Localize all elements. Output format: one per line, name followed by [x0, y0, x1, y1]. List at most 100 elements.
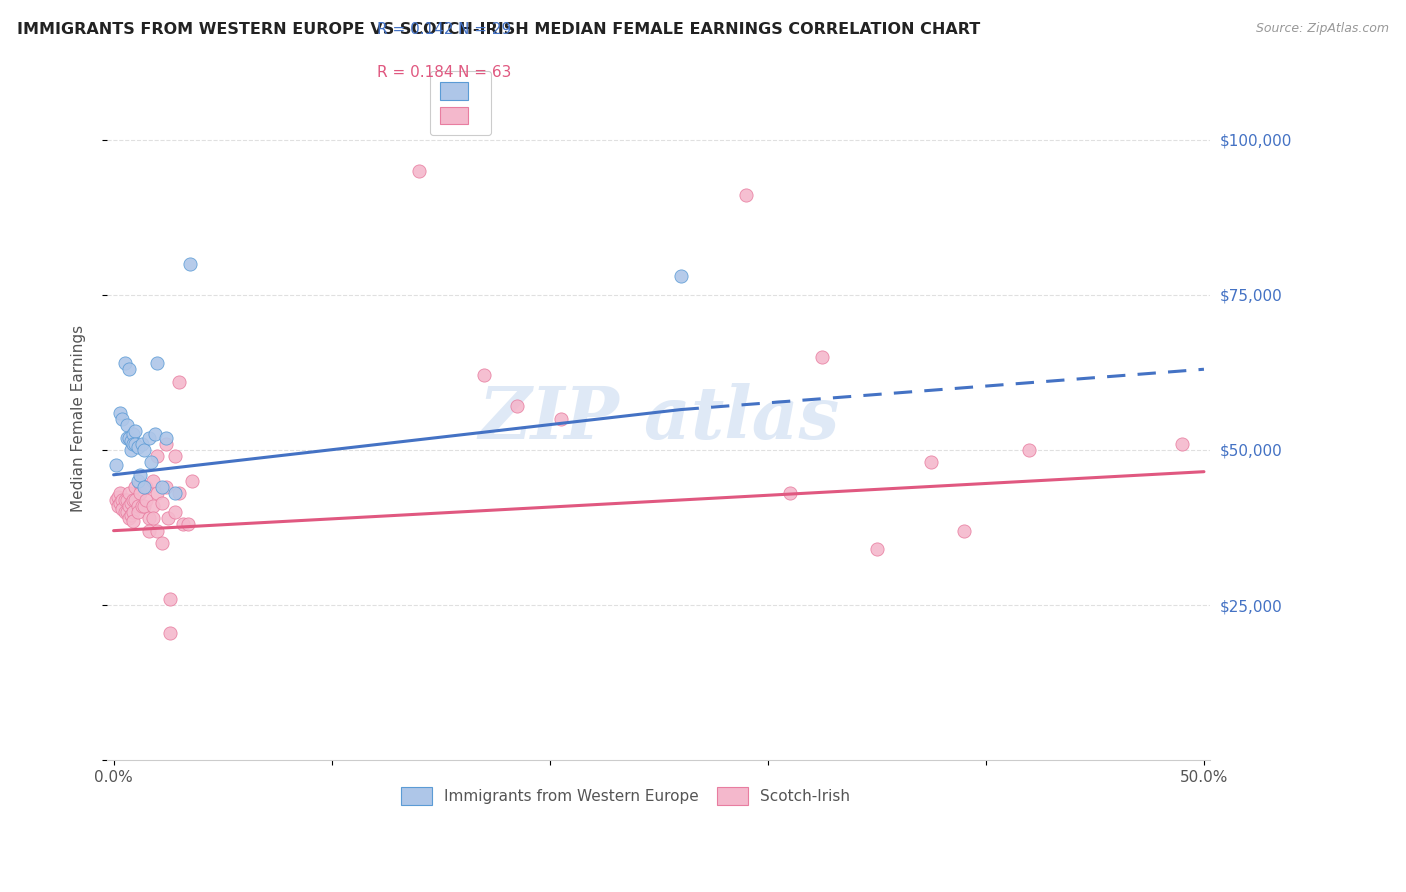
Point [163, 486, 186, 500]
Point [142, 511, 165, 525]
Point [131, 499, 153, 513]
Point [163, 449, 186, 463]
Point [779, 486, 801, 500]
Point [122, 514, 145, 528]
Point [107, 490, 129, 504]
Point [157, 511, 180, 525]
Text: ZIP atlas: ZIP atlas [478, 384, 839, 454]
Point [108, 406, 131, 420]
Point [953, 524, 976, 538]
Point [127, 499, 149, 513]
Point [127, 505, 149, 519]
Point [118, 431, 141, 445]
Point [134, 442, 156, 457]
Point [146, 486, 169, 500]
Point [111, 492, 134, 507]
Point [128, 486, 150, 500]
Point [150, 480, 173, 494]
Point [108, 486, 131, 500]
Point [122, 505, 145, 519]
Point [811, 350, 834, 364]
Point [146, 449, 169, 463]
Point [142, 474, 165, 488]
Point [472, 368, 495, 383]
Point [167, 375, 190, 389]
Point [122, 492, 145, 507]
Text: R = 0.184: R = 0.184 [377, 65, 453, 80]
Point [107, 499, 129, 513]
Point [122, 436, 145, 450]
Point [108, 496, 131, 510]
Point [115, 492, 138, 507]
Point [134, 480, 156, 494]
Point [118, 362, 141, 376]
Point [135, 492, 157, 507]
Point [120, 442, 142, 457]
Point [114, 356, 136, 370]
Point [138, 511, 160, 525]
Point [167, 486, 190, 500]
Point [115, 418, 138, 433]
Point [177, 517, 200, 532]
Point [118, 486, 141, 500]
Text: N = 29: N = 29 [458, 22, 512, 37]
Point [104, 492, 127, 507]
Point [155, 431, 177, 445]
Point [124, 480, 146, 494]
Point [114, 492, 136, 507]
Point [127, 474, 149, 488]
Point [143, 427, 166, 442]
Point [118, 511, 141, 525]
Point [172, 517, 194, 532]
Point [1171, 436, 1194, 450]
Point [128, 467, 150, 482]
Point [104, 458, 127, 473]
Point [128, 477, 150, 491]
Point [179, 257, 201, 271]
Text: Source: ZipAtlas.com: Source: ZipAtlas.com [1256, 22, 1389, 36]
Point [111, 412, 134, 426]
Point [115, 505, 138, 519]
Legend: Immigrants from Western Europe, Scotch-Irish: Immigrants from Western Europe, Scotch-I… [392, 778, 859, 814]
Text: N = 63: N = 63 [458, 65, 512, 80]
Point [124, 436, 146, 450]
Point [138, 431, 160, 445]
Point [135, 480, 157, 494]
Point [138, 524, 160, 538]
Point [131, 436, 153, 450]
Y-axis label: Median Female Earnings: Median Female Earnings [72, 326, 86, 513]
Point [550, 412, 572, 426]
Point [142, 499, 165, 513]
Point [155, 436, 177, 450]
Point [139, 455, 162, 469]
Point [159, 626, 181, 640]
Point [669, 269, 692, 284]
Point [155, 480, 177, 494]
Point [120, 496, 142, 510]
Point [114, 505, 136, 519]
Text: IMMIGRANTS FROM WESTERN EUROPE VS SCOTCH-IRISH MEDIAN FEMALE EARNINGS CORRELATIO: IMMIGRANTS FROM WESTERN EUROPE VS SCOTCH… [17, 22, 980, 37]
Point [150, 536, 173, 550]
Point [120, 508, 142, 523]
Point [122, 427, 145, 442]
Point [159, 591, 181, 606]
Point [127, 440, 149, 454]
Point [181, 474, 204, 488]
Point [115, 431, 138, 445]
Point [118, 499, 141, 513]
Point [150, 496, 173, 510]
Point [866, 542, 889, 557]
Point [134, 499, 156, 513]
Point [146, 524, 169, 538]
Point [920, 455, 942, 469]
Point [408, 163, 430, 178]
Point [111, 502, 134, 516]
Point [124, 425, 146, 439]
Point [124, 492, 146, 507]
Point [120, 434, 142, 448]
Point [506, 400, 529, 414]
Text: R = 0.142: R = 0.142 [377, 22, 453, 37]
Point [163, 505, 186, 519]
Point [735, 188, 758, 202]
Point [1018, 442, 1040, 457]
